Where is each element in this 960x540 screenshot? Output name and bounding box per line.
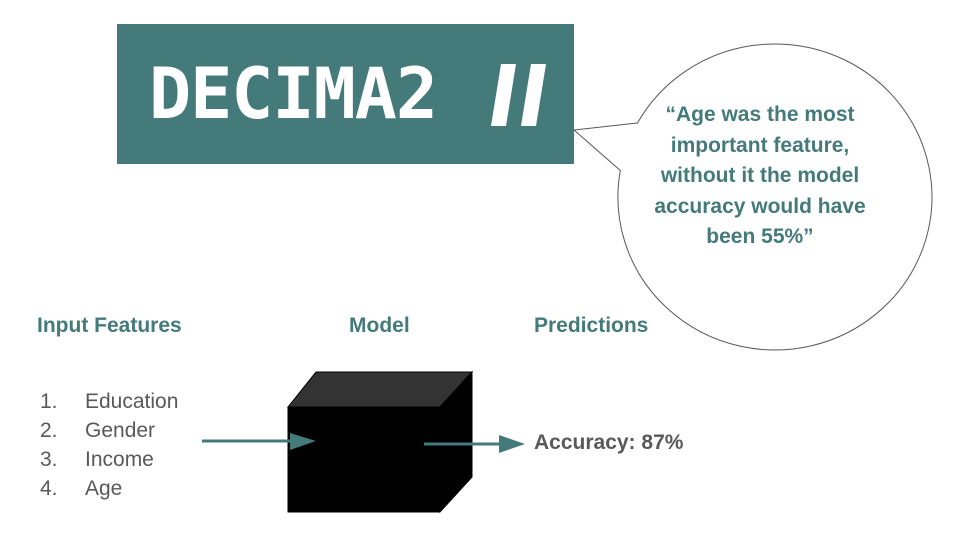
input-arrow-head	[290, 433, 316, 450]
model-heading: Model	[349, 314, 410, 337]
list-item-label: Gender	[85, 419, 156, 442]
banner-title: DECIMA2	[149, 53, 438, 135]
list-item-number: 2.	[40, 419, 58, 442]
cube-front-face	[287, 406, 441, 513]
input-arrow	[202, 433, 316, 450]
speech-bubble	[572, 43, 933, 351]
list-item-label: Age	[85, 477, 123, 500]
model-black-box-icon	[286, 370, 474, 514]
accuracy-result: Accuracy: 87%	[534, 431, 684, 454]
logo-mark-icon	[491, 64, 546, 126]
output-arrow	[424, 435, 525, 453]
list-item-label: Education	[85, 390, 179, 413]
output-arrow-head	[499, 435, 525, 453]
input-features-heading: Input Features	[37, 314, 182, 337]
list-item-number: 3.	[40, 448, 58, 471]
speech-bubble-text: “Age was the most important feature, wit…	[654, 103, 866, 248]
list-item-number: 1.	[40, 390, 58, 413]
list-item-number: 4.	[40, 477, 58, 500]
predictions-heading: Predictions	[534, 314, 649, 337]
decima2-banner: DECIMA2	[117, 24, 574, 164]
list-item-label: Income	[85, 448, 154, 471]
